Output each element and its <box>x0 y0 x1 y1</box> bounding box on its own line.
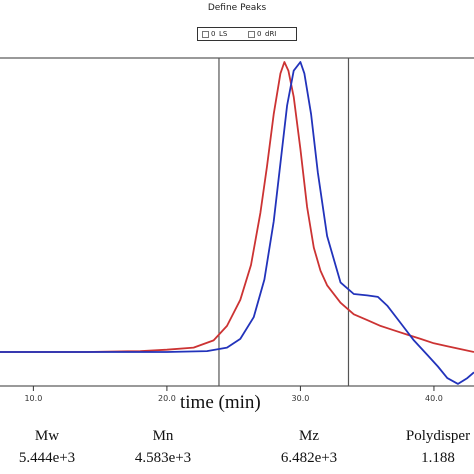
x-axis-label: time (min) <box>180 392 261 413</box>
ls-legend-prefix: 0 <box>211 30 216 38</box>
stat-label: Mz <box>299 428 319 444</box>
stat-mz: Mz 6.482e+3 <box>254 428 364 467</box>
ls-series-line <box>0 61 474 353</box>
stat-value: 5.444e+3 <box>18 450 76 466</box>
x-tick-label: 40.0 <box>425 394 443 403</box>
plot-frame <box>0 57 474 387</box>
stat-value: 6.482e+3 <box>280 450 338 466</box>
stat-label: Mn <box>152 428 174 444</box>
dri-legend-label: dRI <box>265 30 277 38</box>
stat-value: 1.188 <box>421 450 455 466</box>
window-title: Define Peaks <box>207 3 267 13</box>
stat-mw: Mw 5.444e+3 <box>0 428 102 467</box>
dri-legend-prefix: 0 <box>257 30 262 38</box>
dri-series-line <box>0 61 474 385</box>
stat-label: Mw <box>34 428 60 444</box>
ls-toggle-checkbox[interactable] <box>202 31 209 38</box>
ls-legend-label: LS <box>219 30 228 38</box>
stat-mn: Mn 4.583e+3 <box>108 428 218 467</box>
stat-polydispersity: Polydisper 1.188 <box>383 428 474 467</box>
series-toggle-legend[interactable]: 0 LS 0 dRI <box>197 27 297 41</box>
x-tick-label: 10.0 <box>24 394 42 403</box>
stat-value: 4.583e+3 <box>134 450 192 466</box>
x-tick-label: 20.0 <box>158 394 176 403</box>
x-tick-label: 30.0 <box>292 394 310 403</box>
dri-toggle-checkbox[interactable] <box>248 31 255 38</box>
stat-label: Polydisper <box>405 428 471 444</box>
